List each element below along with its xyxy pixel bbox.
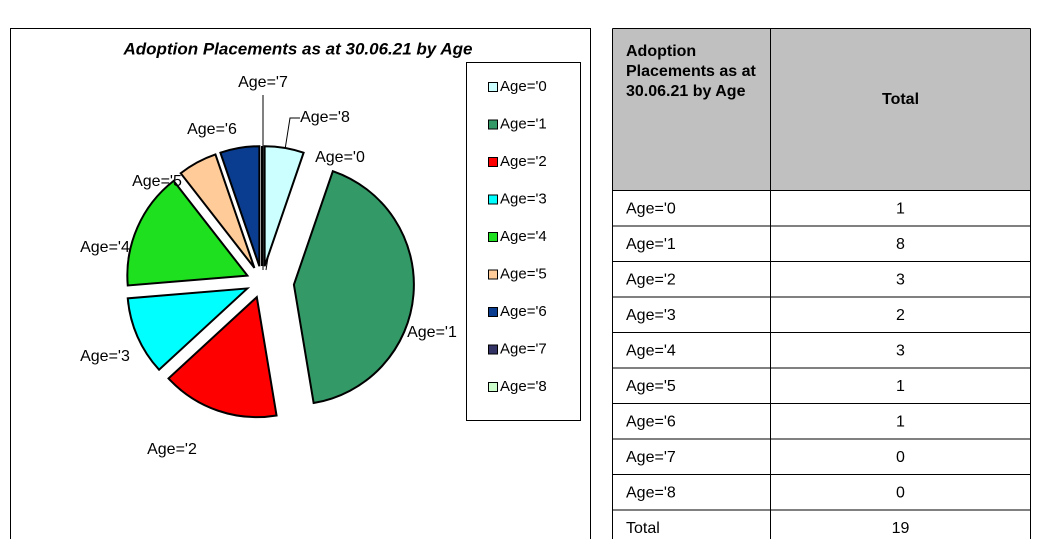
- pie-slice: [167, 295, 278, 419]
- pie-slice: [126, 287, 251, 372]
- table-cell: 1: [896, 378, 905, 395]
- legend-label: Age='0: [500, 78, 547, 95]
- chart-title: Adoption Placements as at 30.06.21 by Ag…: [123, 39, 473, 58]
- table-cell: Total: [626, 520, 660, 537]
- table-cell: 1: [896, 200, 905, 217]
- legend-label: Age='2: [500, 153, 547, 170]
- table-cell: Age='4: [626, 342, 676, 359]
- legend-label: Age='4: [500, 228, 547, 245]
- table-cell: Age='8: [626, 484, 676, 501]
- legend-swatch: [488, 382, 498, 392]
- pie-slice: [179, 153, 256, 269]
- slice-label: Age='0: [315, 149, 365, 166]
- table-cell: Age='7: [626, 449, 676, 466]
- legend-label: Age='1: [500, 115, 547, 132]
- legend-swatch: [488, 344, 498, 355]
- slice-label: Age='6: [187, 121, 237, 138]
- table-cell: Age='2: [626, 271, 676, 288]
- legend-swatch: [488, 232, 498, 242]
- table-header-bg: [612, 28, 1031, 191]
- legend-swatch: [488, 307, 498, 317]
- slice-label: Age='7: [238, 74, 288, 91]
- table-cell: Age='6: [626, 413, 676, 430]
- legend-swatch: [488, 269, 498, 280]
- legend-label: Age='3: [500, 190, 547, 207]
- slice-label: Age='1: [407, 324, 457, 341]
- pie-slice: [126, 179, 250, 287]
- table-cell: 3: [896, 271, 905, 288]
- table-cell: Age='5: [626, 378, 676, 395]
- table-cell: Age='1: [626, 236, 676, 253]
- table-header: Total: [882, 91, 919, 108]
- slice-label: Age='8: [300, 109, 350, 126]
- legend-frame: [466, 62, 581, 421]
- table-cell: 2: [896, 307, 905, 324]
- table-cell: 8: [896, 236, 905, 253]
- legend-label: Age='5: [500, 265, 547, 282]
- slice-label: Age='2: [147, 441, 197, 458]
- table-cell: Age='0: [626, 200, 676, 217]
- pie-slice: [292, 169, 415, 405]
- slice-label: Age='5: [132, 173, 182, 190]
- slice-label: Age='3: [80, 348, 130, 365]
- legend-swatch: [488, 82, 498, 92]
- legend-label: Age='8: [500, 378, 547, 395]
- pie-slice: [219, 145, 261, 267]
- table-cell: 0: [896, 484, 905, 501]
- slice-label: Age='4: [80, 239, 130, 256]
- table-cell: 0: [896, 449, 905, 466]
- table-cell: 3: [896, 342, 905, 359]
- legend-label: Age='6: [500, 303, 547, 320]
- table-cell: 1: [896, 413, 905, 430]
- pie-slice: [263, 145, 305, 267]
- legend-swatch: [488, 119, 498, 130]
- legend-swatch: [488, 157, 498, 167]
- table-cell: Age='3: [626, 307, 676, 324]
- table-cell: 19: [892, 520, 910, 537]
- legend-swatch: [488, 194, 498, 205]
- table-header: Adoption Placements as at 30.06.21 by Age: [626, 43, 757, 100]
- legend-label: Age='7: [500, 340, 547, 357]
